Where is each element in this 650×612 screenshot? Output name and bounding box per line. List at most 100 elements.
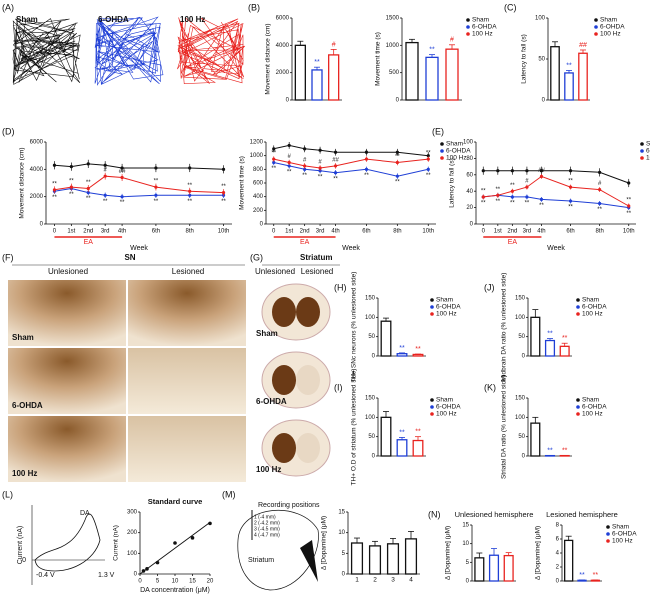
point <box>395 150 399 154</box>
point <box>69 165 73 169</box>
x-tick-label: 4th <box>331 229 339 235</box>
striatum-left <box>272 297 296 327</box>
y-tick-label: 1000 <box>386 43 400 49</box>
legend-dot <box>594 25 598 29</box>
y-tick-label: 200 <box>253 208 264 214</box>
y-axis-label: Latency to fall (s) <box>449 158 456 208</box>
x-tick-label: 0 <box>53 229 57 235</box>
point <box>287 160 291 165</box>
series-line <box>273 162 429 177</box>
y-axis-label: Current (nA) <box>113 525 120 561</box>
point <box>190 536 195 540</box>
legend-label: 6-OHDA <box>582 304 607 311</box>
label: Sham <box>12 333 34 342</box>
point <box>154 185 158 189</box>
y-axis-label: Δ [Dopamine] (μM) <box>321 516 328 570</box>
point <box>426 157 430 161</box>
x-tick-label: 2nd <box>300 229 310 235</box>
significance: ** <box>52 195 57 201</box>
label: 4 (-4.7 mm) <box>254 532 280 538</box>
x-tick-label: 1st <box>494 229 502 235</box>
y-tick-label: 2000 <box>276 70 290 76</box>
bar <box>404 538 418 575</box>
label: 0 <box>22 557 26 564</box>
point <box>333 171 338 175</box>
y-tick-label: 150 <box>515 296 526 302</box>
x-tick-label: 3rd <box>101 229 110 235</box>
bar <box>488 554 500 582</box>
fit-line <box>139 521 211 575</box>
y-tick-label: 0 <box>342 572 346 578</box>
y-tick-label: 600 <box>253 181 264 187</box>
point <box>188 166 192 170</box>
histology <box>8 416 126 482</box>
panel-letter: (K) <box>484 382 496 392</box>
significance: ** <box>562 447 568 454</box>
legend-label: 100 Hz <box>472 31 493 38</box>
point <box>120 195 124 199</box>
legend-dot <box>466 18 470 22</box>
series-line <box>54 175 224 194</box>
histology <box>128 416 246 482</box>
significance: ** <box>333 176 338 182</box>
y-tick-label: 15 <box>462 523 469 529</box>
ea-label: EA <box>300 239 310 246</box>
legend-dot <box>606 532 610 536</box>
y-axis-label: Movement distance (cm) <box>19 147 26 218</box>
bar <box>503 554 514 582</box>
histology <box>8 348 126 414</box>
y-tick-label: 2000 <box>30 194 44 200</box>
legend-label: Sham <box>582 297 599 304</box>
y-tick-label: 0 <box>134 572 138 578</box>
significance: ** <box>154 199 159 205</box>
series-line <box>483 194 629 209</box>
y-tick-label: 0 <box>522 354 526 360</box>
legend-label: Sham <box>600 17 617 24</box>
legend-label: Sham <box>472 17 489 24</box>
point <box>318 166 322 170</box>
y-tick-label: 8 <box>556 523 560 529</box>
legend-dot <box>430 298 434 302</box>
legend-dot <box>430 305 434 309</box>
point <box>496 169 500 173</box>
y-tick-label: 0 <box>372 354 376 360</box>
striatum-right <box>296 365 320 395</box>
x-tick-label: 4 <box>409 577 413 584</box>
significance: ** <box>154 179 159 185</box>
legend-dot <box>430 405 434 409</box>
point <box>598 170 602 174</box>
bar <box>412 353 424 357</box>
histology <box>128 348 246 414</box>
label: 100 Hz <box>180 15 205 24</box>
point <box>272 160 276 165</box>
significance: ** <box>510 201 515 207</box>
x-tick-label: 0 <box>482 229 486 235</box>
point <box>627 181 631 185</box>
y-tick-label: 50 <box>538 57 545 63</box>
legend-label: Sham <box>436 397 453 404</box>
legend-dot <box>640 156 644 160</box>
y-tick-label: 1200 <box>250 140 264 146</box>
y-tick-label: 100 <box>515 415 526 421</box>
significance: ** <box>103 199 108 205</box>
y-tick-label: 1500 <box>386 16 400 22</box>
point <box>154 166 158 170</box>
x-tick-label: 3rd <box>316 229 325 235</box>
significance: ** <box>221 199 226 205</box>
y-axis-label: Striatal DA ratio (% unlesioned side) <box>501 375 508 479</box>
striatum-left <box>272 365 296 395</box>
significance: ** <box>314 59 320 66</box>
bar <box>294 44 306 101</box>
point <box>287 143 291 148</box>
significance: ** <box>525 201 530 207</box>
significance: # <box>332 41 336 48</box>
voltammogram <box>34 513 101 572</box>
point <box>155 560 160 565</box>
x-tick-label: 6th <box>152 229 160 235</box>
bar <box>380 320 392 357</box>
label: SN <box>124 253 135 262</box>
significance: ** <box>271 151 276 157</box>
point <box>481 169 485 173</box>
y-tick-label: 800 <box>253 167 264 173</box>
point <box>154 193 158 197</box>
